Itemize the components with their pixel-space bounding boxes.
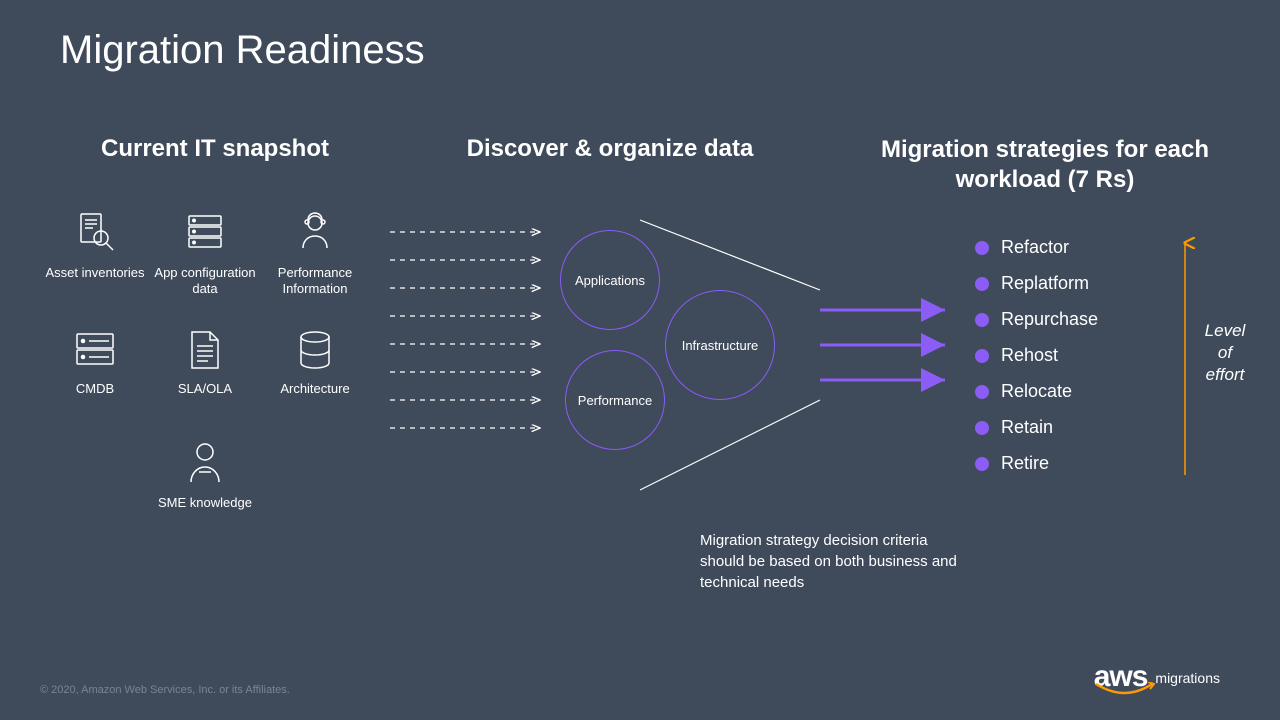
snapshot-item-cmdb: CMDB [40, 330, 150, 397]
snapshot-label: CMDB [40, 381, 150, 397]
section-discover-header: Discover & organize data [440, 135, 780, 163]
funnel-arrows [640, 200, 960, 530]
dashed-arrows [390, 220, 560, 450]
section-snapshot-header: Current IT snapshot [70, 135, 360, 163]
bullet-icon [975, 241, 989, 255]
snapshot-item-sme: SME knowledge [150, 440, 260, 511]
person-icon [185, 440, 225, 484]
snapshot-item-appcfg: App configuration data [150, 210, 260, 296]
strategy-refactor: Refactor [975, 237, 1069, 258]
servers-icon [183, 210, 227, 254]
bullet-icon [975, 385, 989, 399]
snapshot-label: Performance Information [260, 265, 370, 296]
strategy-retain: Retain [975, 417, 1053, 438]
snapshot-label: SME knowledge [150, 495, 260, 511]
decision-note: Migration strategy decision criteria sho… [700, 530, 960, 593]
level-arrow [1175, 235, 1195, 480]
copyright: © 2020, Amazon Web Services, Inc. or its… [40, 684, 290, 696]
strategy-relocate: Relocate [975, 381, 1072, 402]
document-icon [188, 330, 222, 370]
strategy-replatform: Replatform [975, 273, 1089, 294]
snapshot-label: SLA/OLA [150, 381, 260, 397]
bullet-icon [975, 313, 989, 327]
strategy-repurchase: Repurchase [975, 309, 1098, 330]
page-title: Migration Readiness [60, 28, 425, 73]
document-search-icon [73, 210, 117, 254]
server-stack-icon [73, 330, 117, 370]
strategy-rehost: Rehost [975, 345, 1058, 366]
snapshot-item-sla: SLA/OLA [150, 330, 260, 397]
level-of-effort-label: Levelofeffort [1195, 320, 1255, 386]
strategy-retire: Retire [975, 453, 1049, 474]
aws-sub-text: migrations [1155, 670, 1220, 686]
bullet-icon [975, 349, 989, 363]
snapshot-label: Asset inventories [40, 265, 150, 281]
aws-logo: aws migrations [1094, 662, 1220, 692]
aws-smile-icon [1094, 682, 1156, 700]
bullet-icon [975, 277, 989, 291]
snapshot-label: App configuration data [150, 265, 260, 296]
section-strategies-header: Migration strategies for each workload (… [880, 135, 1210, 195]
snapshot-item-asset: Asset inventories [40, 210, 150, 281]
snapshot-item-arch: Architecture [260, 330, 370, 397]
bullet-icon [975, 457, 989, 471]
snapshot-item-perf: Performance Information [260, 210, 370, 296]
snapshot-label: Architecture [260, 381, 370, 397]
person-support-icon [293, 210, 337, 254]
database-icon [297, 330, 333, 370]
bullet-icon [975, 421, 989, 435]
